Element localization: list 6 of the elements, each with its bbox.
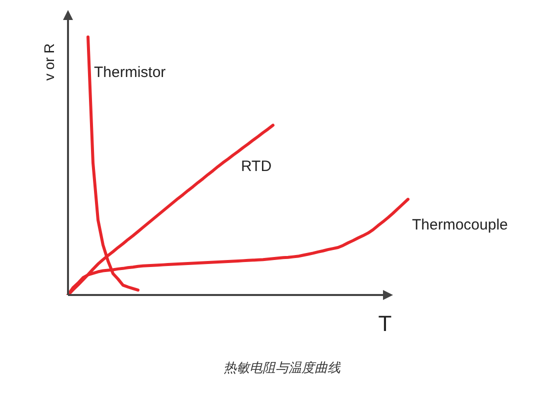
series-label: Thermocouple (412, 216, 508, 234)
series-label: RTD (241, 158, 272, 176)
x-axis-title: T (378, 311, 392, 336)
y-axis-title: v or R (41, 43, 57, 81)
text: 热敏电阻与温度曲线 (224, 360, 342, 376)
series-label: Thermistor (94, 64, 166, 81)
